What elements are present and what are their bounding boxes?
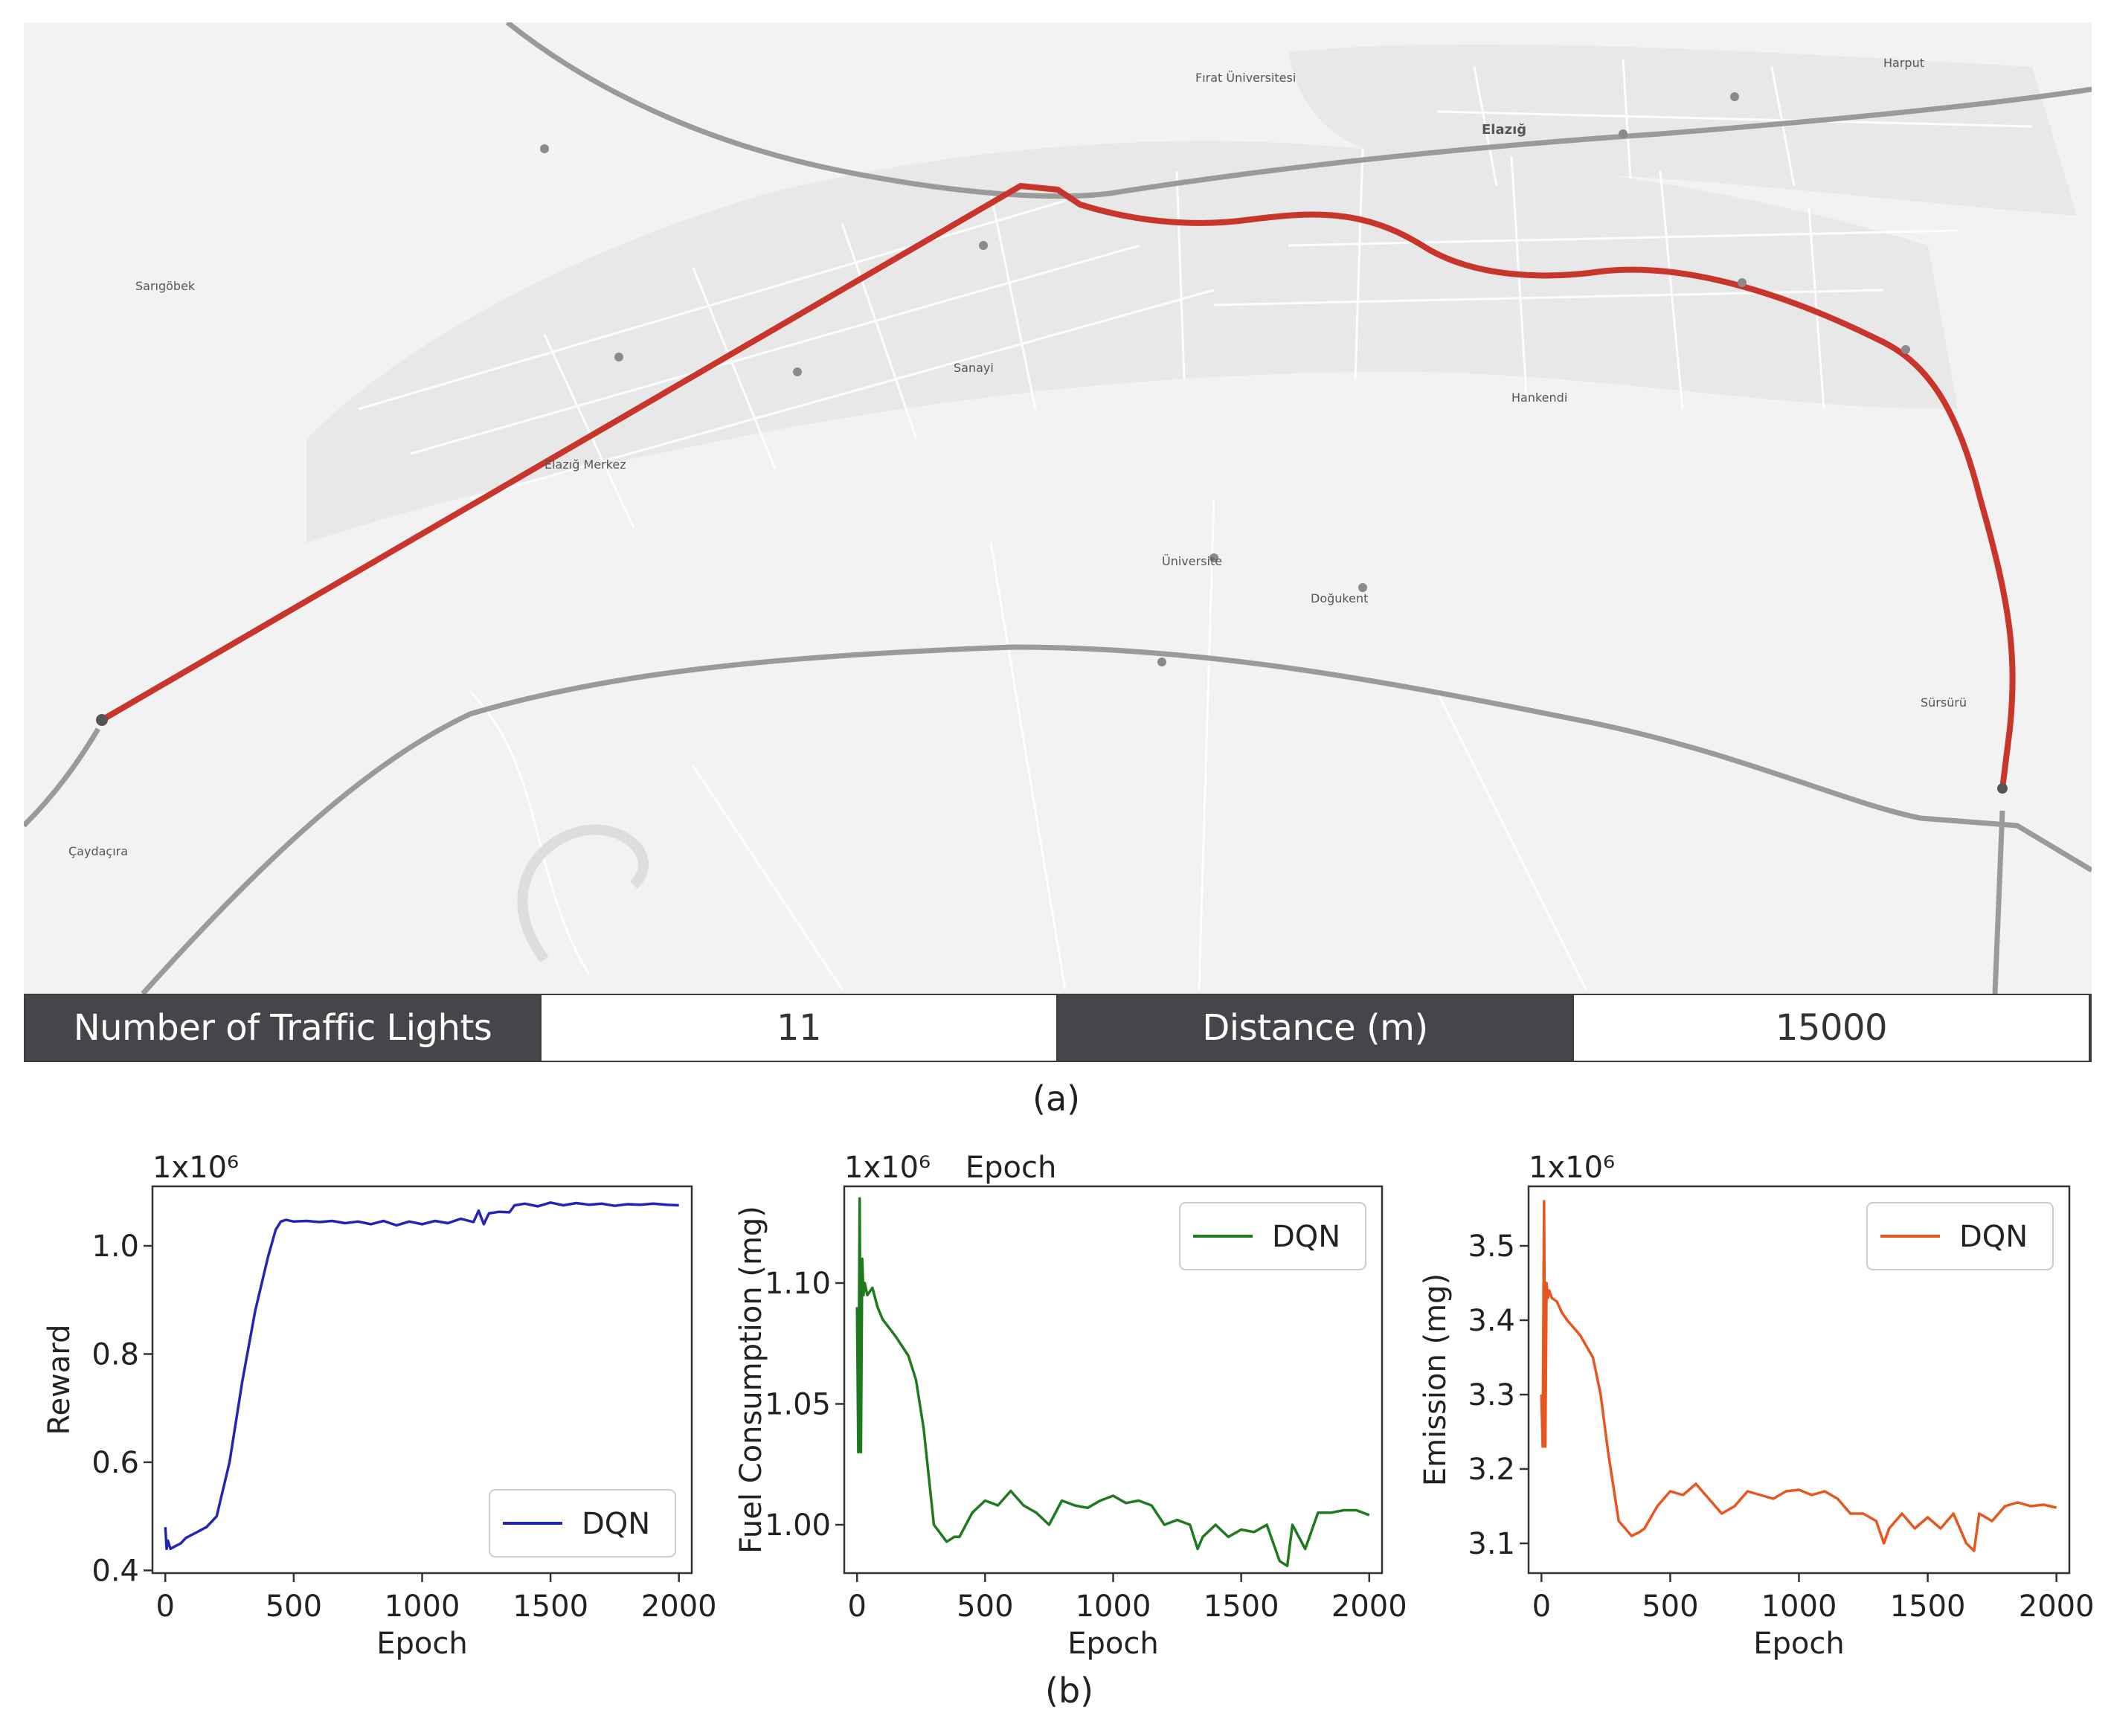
chart-2: 0 500 1000 1500 2000 1.00 1.05 1.10 1x10⁶ Epoch Ep… (734, 1151, 1407, 1661)
y-tick-label: 3.5 (1468, 1229, 1515, 1264)
series-line-dqn (1540, 1200, 2057, 1552)
axis-offset-text: 1x10⁶ (152, 1151, 239, 1185)
x-tick-label: 0 (156, 1589, 175, 1624)
plot-frame (151, 1185, 693, 1575)
x-tick-label: 500 (1642, 1589, 1698, 1624)
development-roads (517, 824, 649, 963)
chart-3: 0 500 1000 1500 2000 3.1 3.2 3.3 3.4 3.5 1x10⁶ Epoc… (1418, 1151, 2095, 1661)
route-info-table: Number of Traffic Lights 11 Distance (m)… (24, 994, 2092, 1062)
map-label: Fırat Üniversitesi (1195, 71, 1296, 85)
x-tick-label: 2000 (1331, 1589, 1407, 1624)
caption-a: (a) (1032, 1078, 1081, 1119)
y-axis-label: Reward (42, 1325, 77, 1436)
x-tick-label: 1500 (1204, 1589, 1279, 1624)
y-axis-label: Emission (mg) (1418, 1273, 1453, 1486)
x-tick-label: 1000 (1076, 1589, 1151, 1624)
y-tick-label: 3.4 (1468, 1304, 1515, 1338)
map-label: Doğukent (1311, 591, 1368, 605)
map-labels: Sarıgöbek Fırat Üniversitesi Elazığ Elaz… (68, 56, 1967, 858)
plot-frame (1527, 1185, 2071, 1575)
legend-label: DQN (582, 1507, 650, 1541)
y-axis-label: Fuel Consumption (mg) (734, 1206, 768, 1554)
legend-box (489, 1489, 676, 1557)
caption-b: (b) (1045, 1671, 1094, 1711)
place-markers (96, 92, 2008, 794)
route-line (99, 183, 2016, 791)
legend-label: DQN (1272, 1220, 1340, 1254)
chart-title: Epoch (965, 1151, 1056, 1185)
series-line-dqn (164, 1201, 679, 1551)
y-tick-label: 1.05 (765, 1388, 831, 1422)
map-label: Çaydaçıra (68, 844, 128, 858)
map-label: Harput (1883, 56, 1924, 70)
y-tick-label: 3.2 (1468, 1453, 1515, 1487)
y-tick-label: 3.3 (1468, 1378, 1515, 1412)
y-tick-label: 0.4 (91, 1554, 139, 1588)
x-tick-label: 1500 (513, 1589, 588, 1624)
minor-streets (358, 59, 2033, 990)
highways (24, 22, 2092, 994)
traffic-lights-label: Number of Traffic Lights (25, 995, 540, 1061)
map-label: Üniversite (1162, 554, 1222, 568)
x-tick-label: 1000 (1761, 1589, 1837, 1624)
legend-box (1179, 1202, 1366, 1270)
x-tick-label: 500 (957, 1589, 1013, 1624)
x-tick-label: 0 (1532, 1589, 1551, 1624)
map-label: Sanayi (954, 361, 994, 375)
x-tick-label: 500 (266, 1589, 322, 1624)
x-tick-label: 1500 (1890, 1589, 1966, 1624)
distance-label: Distance (m) (1058, 995, 1572, 1061)
chart-1: 0 500 1000 1500 2000 0.4 0.6 0.8 1.0 1x10⁶ Epoch Re… (42, 1151, 717, 1661)
x-tick-label: 1000 (385, 1589, 460, 1624)
y-tick-label: 0.6 (91, 1446, 139, 1480)
x-axis-label: Epoch (1753, 1627, 1844, 1661)
route-map: Sarıgöbek Fırat Üniversitesi Elazığ Elaz… (24, 22, 2092, 994)
map-label: Elazığ Merkez (544, 457, 626, 472)
map-label: Sürsürü (1921, 695, 1967, 710)
x-axis-label: Epoch (376, 1627, 467, 1661)
map-label: Hankendi (1511, 390, 1567, 405)
x-tick-label: 0 (847, 1589, 866, 1624)
x-axis-label: Epoch (1067, 1627, 1158, 1661)
x-tick-label: 2000 (2019, 1589, 2095, 1624)
distance-value: 15000 (1572, 995, 2090, 1061)
series-line-dqn (855, 1197, 1370, 1568)
y-tick-label: 0.8 (91, 1337, 139, 1372)
legend-box (1866, 1202, 2054, 1270)
legend-label: DQN (1959, 1220, 2028, 1254)
plot-frame (843, 1185, 1384, 1575)
axis-offset-text: 1x10⁶ (1529, 1151, 1615, 1185)
y-tick-label: 1.0 (91, 1229, 139, 1264)
map-label: Sarıgöbek (135, 279, 196, 293)
y-tick-label: 3.1 (1468, 1527, 1515, 1561)
y-tick-label: 1.10 (765, 1267, 831, 1301)
map-city-label: Elazığ (1482, 122, 1526, 138)
axis-offset-text: 1x10⁶ (844, 1151, 931, 1185)
x-tick-label: 2000 (641, 1589, 717, 1624)
y-tick-label: 1.00 (765, 1508, 831, 1543)
map-svg: Sarıgöbek Fırat Üniversitesi Elazığ Elaz… (24, 22, 2092, 994)
traffic-lights-value: 11 (540, 995, 1058, 1061)
